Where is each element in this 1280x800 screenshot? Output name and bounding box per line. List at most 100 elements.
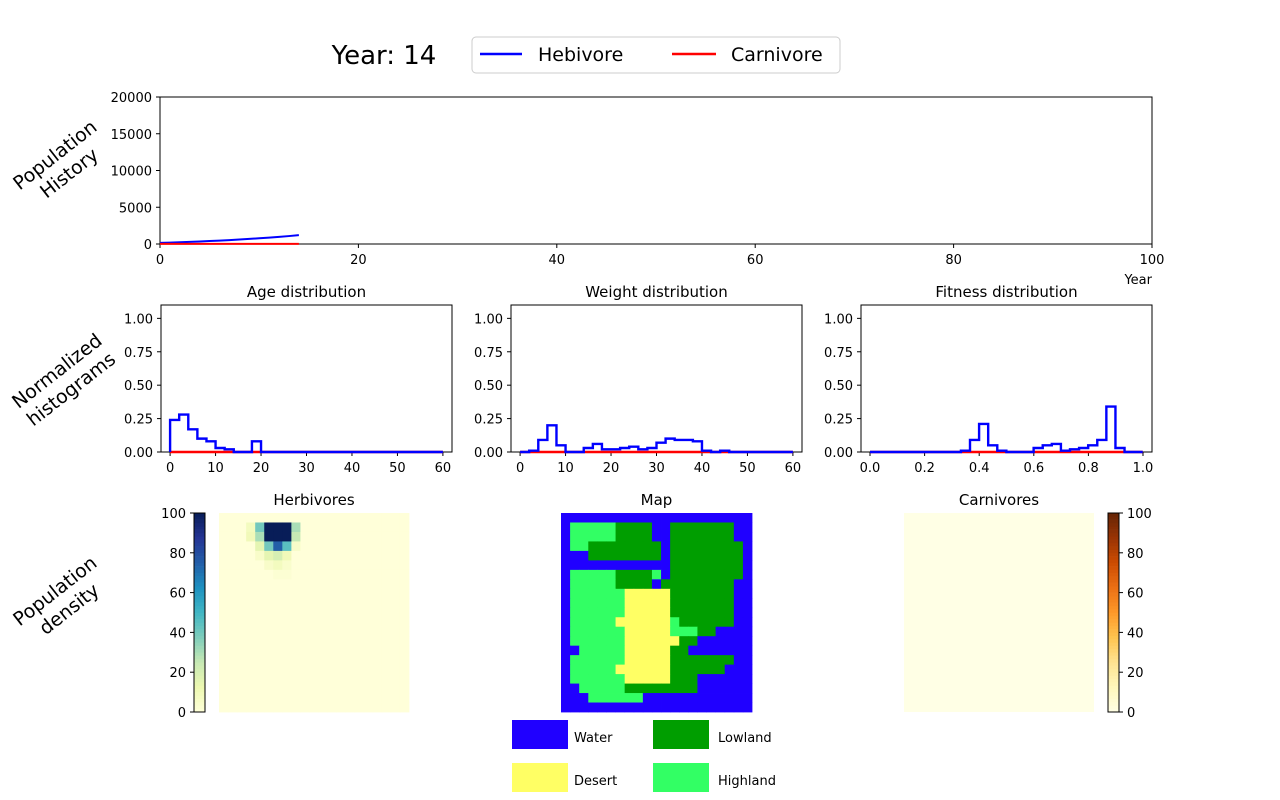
herbivore-density-cell bbox=[300, 683, 310, 694]
island-map-cell bbox=[633, 626, 644, 637]
herbivore-density-cell bbox=[318, 560, 328, 571]
island-map-cell bbox=[697, 541, 707, 552]
island-map-cell bbox=[733, 598, 744, 609]
herbivore-density-cell bbox=[219, 674, 229, 684]
island-map-cell bbox=[579, 531, 589, 542]
herbivore-density-cell bbox=[246, 674, 256, 684]
island-map-cell bbox=[570, 550, 580, 561]
herbivore-density-cell bbox=[399, 541, 410, 552]
herbivore-colorbar-gradient-step bbox=[194, 662, 205, 666]
herbivore-density-cell bbox=[327, 617, 338, 628]
herbivore-colorbar-gradient-step bbox=[194, 682, 205, 686]
island-map-cell bbox=[679, 693, 689, 703]
island-map-cell bbox=[642, 617, 653, 628]
island-map-cell bbox=[615, 693, 626, 703]
herbivore-density-cell bbox=[237, 579, 247, 590]
herbivore-density-cell bbox=[363, 693, 374, 703]
herbivore-density-cell bbox=[372, 579, 383, 590]
island-map-cell bbox=[651, 702, 662, 713]
herbivore-density-cell bbox=[219, 693, 229, 703]
weight-distribution-chart: Weight distribution 0 10 20 30 40 50 60 0.00 0.25… bbox=[474, 283, 803, 476]
herbivore-density-cell bbox=[300, 513, 310, 523]
herbivore-density-cell bbox=[327, 541, 338, 552]
herbivore-density-cell bbox=[228, 513, 238, 523]
herbivore-density-cell bbox=[345, 607, 356, 618]
island-map-cell bbox=[706, 674, 717, 684]
herbivore-density-cell bbox=[282, 655, 292, 666]
island-map-cell bbox=[742, 541, 753, 552]
map-legend: Water Lowland Desert Highland bbox=[512, 720, 776, 792]
herbivore-density-cell bbox=[327, 569, 338, 580]
island-map-cell bbox=[606, 617, 616, 628]
herbivore-density-cell bbox=[363, 569, 374, 580]
island-map-cell bbox=[624, 693, 635, 703]
herbivore-density-cell bbox=[255, 702, 265, 713]
island-map-cell bbox=[733, 588, 744, 599]
herbivore-colorbar-gradient-step bbox=[194, 615, 205, 620]
island-map-cell bbox=[606, 541, 616, 552]
island-map-cell bbox=[570, 664, 580, 675]
herbivore-density-cell bbox=[273, 513, 283, 523]
island-map-cell bbox=[570, 626, 580, 637]
history-x-tick-label: 40 bbox=[549, 253, 566, 268]
herbivore-density-cell bbox=[300, 664, 310, 675]
age-distribution-y-tick-label: 0.25 bbox=[124, 413, 153, 428]
herbivore-density-cell bbox=[327, 531, 338, 542]
herbivore-density-cell bbox=[246, 664, 256, 675]
herbivore-density-cell bbox=[219, 522, 229, 533]
herbivore-density-cell bbox=[336, 569, 347, 580]
island-map-cell bbox=[642, 683, 653, 694]
island-map-cell bbox=[724, 560, 735, 571]
island-map-cell bbox=[579, 683, 589, 694]
island-map-cell bbox=[642, 645, 653, 656]
island-map-cell bbox=[642, 636, 653, 647]
herbivore-density-cell bbox=[372, 702, 383, 713]
carnivore-colorbar-tick-label: 60 bbox=[1127, 587, 1144, 602]
herbivore-colorbar-gradient-step bbox=[194, 698, 205, 703]
herbivore-density-cell bbox=[381, 693, 392, 703]
herbivore-density-cell bbox=[372, 655, 383, 666]
herbivore-density-cell bbox=[255, 683, 265, 694]
herbivore-density-cell bbox=[255, 598, 265, 609]
fitness-distribution-chart: Fitness distribution 0.0 0.2 0.4 0.6 0.8 1.0 0.… bbox=[824, 283, 1153, 476]
herbivore-density-cell bbox=[219, 607, 229, 618]
island-map-cell bbox=[633, 655, 644, 666]
map-legend-swatch-water bbox=[512, 720, 568, 749]
herbivore-density-cell bbox=[309, 569, 319, 580]
herbivore-density-cell bbox=[336, 522, 347, 533]
weight-distribution-x-tick-label: 0 bbox=[516, 461, 524, 476]
island-map-cell bbox=[633, 693, 644, 703]
herbivore-density-cell bbox=[219, 550, 229, 561]
herbivore-density-cell bbox=[381, 664, 392, 675]
island-map-cell bbox=[588, 550, 598, 561]
island-map-cell bbox=[624, 626, 635, 637]
island-map-cell bbox=[633, 550, 644, 561]
herbivore-density-cell bbox=[291, 541, 301, 552]
weight-distribution-y-tick-label: 0.50 bbox=[474, 379, 503, 394]
island-map-cell bbox=[642, 702, 653, 713]
fitness-distribution-x-tick-label: 0.8 bbox=[1078, 461, 1099, 476]
herbivore-density-cell bbox=[246, 636, 256, 647]
map-legend-label-lowland: Lowland bbox=[718, 731, 772, 746]
carnivore-colorbar-tick-label: 20 bbox=[1127, 666, 1144, 681]
herbivore-density-cell bbox=[282, 617, 292, 628]
island-map-cell bbox=[579, 522, 589, 533]
herbivore-density-cell bbox=[372, 522, 383, 533]
island-map-cell bbox=[570, 522, 580, 533]
island-map-cell bbox=[742, 531, 753, 542]
herbivore-density-cell bbox=[300, 531, 310, 542]
island-map-cell bbox=[688, 674, 698, 684]
herbivore-density-cell bbox=[273, 569, 283, 580]
series-legend: Hebivore Carnivore bbox=[471, 36, 841, 74]
island-map-cell bbox=[651, 522, 662, 533]
carnivore-colorbar-gradient-step bbox=[1108, 668, 1119, 673]
island-map-cell bbox=[597, 617, 607, 628]
island-map-cell bbox=[742, 674, 753, 684]
herbivore-density-cell bbox=[219, 541, 229, 552]
herbivore-density-cell bbox=[327, 513, 338, 523]
island-map-cell bbox=[661, 702, 671, 713]
island-map-cell bbox=[670, 645, 680, 656]
herbivore-density-cell bbox=[327, 693, 338, 703]
herbivore-density-cell bbox=[246, 569, 256, 580]
island-map-cell bbox=[715, 588, 726, 599]
